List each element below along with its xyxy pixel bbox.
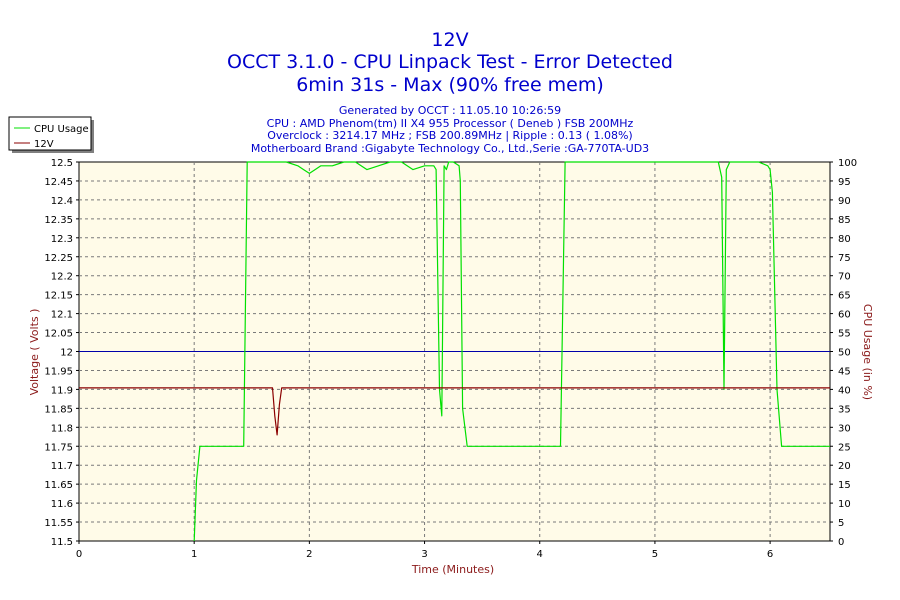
y-left-tick-label: 12.45 [44, 177, 73, 188]
y-left-tick-label: 11.9 [51, 385, 73, 396]
y-right-tick-label: 45 [838, 366, 851, 377]
x-axis-label: Time (Minutes) [411, 563, 494, 576]
y-right-tick-label: 65 [838, 291, 851, 302]
info-motherboard: Motherboard Brand :Gigabyte Technology C… [251, 142, 649, 155]
x-tick-label: 1 [191, 549, 197, 560]
y-left-tick-label: 12 [60, 348, 73, 359]
chart-title: 12V [431, 29, 468, 51]
x-tick-label: 2 [306, 549, 312, 560]
y-right-tick-label: 35 [838, 404, 851, 415]
y-right-tick-label: 25 [838, 442, 851, 453]
y-right-tick-label: 40 [838, 385, 851, 396]
y-left-tick-label: 12.4 [51, 196, 73, 207]
x-tick-label: 6 [767, 549, 773, 560]
info-overclock: Overclock : 3214.17 MHz ; FSB 200.89MHz … [267, 129, 632, 142]
y-left-tick-label: 12.25 [44, 253, 73, 264]
y-left-tick-label: 12.5 [51, 158, 73, 169]
series-group [79, 161, 830, 542]
series-line-12v [79, 387, 830, 436]
y-left-tick-label: 11.65 [44, 480, 73, 491]
info-cpu: CPU : AMD Phenom(tm) II X4 955 Processor… [267, 117, 634, 130]
y-right-tick-label: 75 [838, 253, 851, 264]
x-tick-label: 3 [421, 549, 427, 560]
y-right-tick-label: 100 [838, 158, 857, 169]
y-right-tick-label: 5 [838, 518, 844, 529]
tick-labels: 11.5 11.55 11.6 11.65 11.7 11.75 11.8 11.85 11.9… [44, 158, 857, 560]
y-right-tick-label: 55 [838, 329, 851, 340]
y-right-tick-label: 30 [838, 423, 851, 434]
y-left-tick-label: 11.5 [51, 537, 73, 548]
y-left-tick-label: 11.55 [44, 518, 73, 529]
y-left-tick-label: 12.1 [51, 310, 73, 321]
y-right-tick-label: 60 [838, 310, 851, 321]
x-tick-label: 0 [76, 549, 82, 560]
series-line-cpu-usage [193, 161, 830, 542]
y-right-tick-label: 70 [838, 272, 851, 283]
y-left-tick-label: 12.15 [44, 291, 73, 302]
y-left-tick-label: 11.7 [51, 461, 73, 472]
y-left-tick-label: 12.3 [51, 234, 73, 245]
y-left-tick-label: 11.85 [44, 404, 73, 415]
y-right-tick-label: 95 [838, 177, 851, 188]
y-left-tick-label: 11.8 [51, 423, 73, 434]
y-right-tick-label: 0 [838, 537, 844, 548]
legend-box [8, 116, 92, 151]
y-right-tick-label: 20 [838, 461, 851, 472]
grid [79, 162, 830, 541]
y-axis-left-label: Voltage ( Volts ) [28, 309, 41, 396]
legend-label-cpu-usage: CPU Usage [34, 124, 89, 135]
y-left-tick-label: 11.75 [44, 442, 73, 453]
chart-subtitle-1: OCCT 3.1.0 - CPU Linpack Test - Error De… [227, 51, 673, 73]
y-right-tick-label: 50 [838, 348, 851, 359]
x-tick-label: 4 [537, 549, 543, 560]
y-left-tick-label: 12.05 [44, 329, 73, 340]
info-generated: Generated by OCCT : 11.05.10 10:26:59 [339, 104, 561, 117]
y-right-tick-label: 85 [838, 215, 851, 226]
y-left-tick-label: 11.6 [51, 499, 73, 510]
y-left-tick-label: 12.2 [51, 272, 73, 283]
y-right-tick-label: 15 [838, 480, 851, 491]
y-right-tick-label: 10 [838, 499, 851, 510]
y-right-tick-label: 80 [838, 234, 851, 245]
y-left-tick-label: 11.95 [44, 366, 73, 377]
x-tick-label: 5 [652, 549, 658, 560]
chart-subtitle-2: 6min 31s - Max (90% free mem) [296, 74, 604, 96]
y-axis-right-label: CPU Usage (in %) [861, 304, 874, 400]
legend-label-12v: 12V [34, 139, 54, 150]
legend: CPU Usage 12V [8, 116, 94, 153]
y-left-tick-label: 12.35 [44, 215, 73, 226]
y-right-tick-label: 90 [838, 196, 851, 207]
